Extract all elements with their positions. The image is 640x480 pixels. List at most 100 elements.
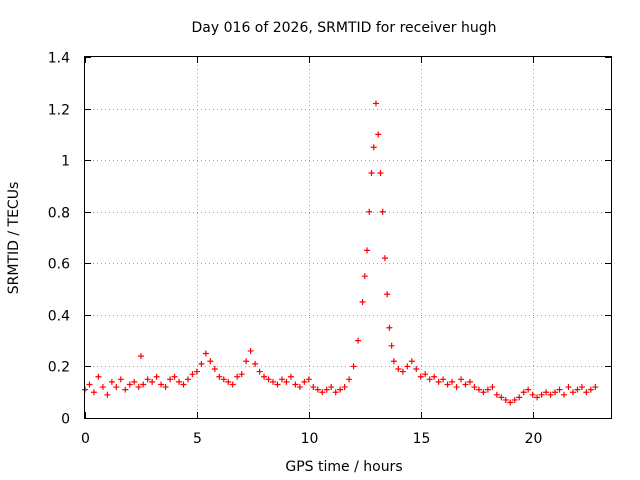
data-point xyxy=(587,386,594,393)
data-point xyxy=(176,378,183,385)
data-point xyxy=(529,391,536,398)
data-point xyxy=(404,363,411,370)
x-tick-label: 20 xyxy=(525,431,543,447)
data-point xyxy=(364,247,371,254)
data-point xyxy=(131,378,138,385)
data-point xyxy=(261,373,268,380)
data-point xyxy=(547,391,554,398)
data-point xyxy=(337,386,344,393)
y-tick-label: 0.4 xyxy=(48,309,70,325)
data-point xyxy=(167,376,174,383)
data-point xyxy=(502,396,509,403)
data-point xyxy=(319,389,326,396)
data-point xyxy=(198,360,205,367)
data-point xyxy=(220,376,227,383)
data-point xyxy=(583,389,590,396)
data-point xyxy=(395,366,402,373)
data-point xyxy=(332,389,339,396)
data-point xyxy=(225,378,232,385)
data-point xyxy=(283,378,290,385)
data-point xyxy=(117,376,124,383)
data-point xyxy=(108,378,115,385)
data-point xyxy=(471,384,478,391)
data-point xyxy=(305,376,312,383)
data-point xyxy=(462,381,469,388)
data-point xyxy=(149,378,156,385)
data-point xyxy=(137,353,144,360)
data-point xyxy=(193,368,200,375)
data-point xyxy=(538,391,545,398)
data-point xyxy=(189,371,196,378)
data-point xyxy=(449,378,456,385)
data-point xyxy=(368,170,375,177)
data-point xyxy=(234,373,241,380)
data-point xyxy=(135,384,142,391)
data-point xyxy=(552,389,559,396)
data-point xyxy=(534,394,541,401)
data-point xyxy=(370,144,377,151)
data-point xyxy=(390,358,397,365)
data-point xyxy=(361,273,368,280)
y-tick-label: 1 xyxy=(61,154,70,170)
data-point xyxy=(265,376,272,383)
data-point xyxy=(377,170,384,177)
data-point xyxy=(278,376,285,383)
data-point xyxy=(252,360,259,367)
axis-ticks xyxy=(85,57,611,419)
data-point xyxy=(379,208,386,215)
data-point xyxy=(498,394,505,401)
data-points xyxy=(82,100,599,406)
data-point xyxy=(113,384,120,391)
data-point xyxy=(216,373,223,380)
x-tick-label: 0 xyxy=(81,431,90,447)
data-point xyxy=(310,384,317,391)
y-tick-label: 1.2 xyxy=(48,103,70,119)
data-point xyxy=(238,371,245,378)
data-point xyxy=(270,378,277,385)
data-point xyxy=(574,386,581,393)
data-point xyxy=(274,381,281,388)
data-point xyxy=(211,366,218,373)
data-point xyxy=(556,386,563,393)
data-point xyxy=(489,384,496,391)
data-point xyxy=(458,376,465,383)
data-point xyxy=(413,366,420,373)
data-point xyxy=(480,389,487,396)
data-point xyxy=(99,384,106,391)
data-point xyxy=(243,358,250,365)
data-point xyxy=(543,389,550,396)
data-point xyxy=(386,324,393,331)
data-point xyxy=(229,381,236,388)
data-point xyxy=(140,381,147,388)
data-point xyxy=(381,255,388,262)
data-point xyxy=(162,384,169,391)
data-point xyxy=(431,373,438,380)
data-point xyxy=(328,384,335,391)
data-point xyxy=(104,391,111,398)
data-point xyxy=(301,378,308,385)
data-point xyxy=(256,368,263,375)
x-tick-labels: 0 5 10 15 20 xyxy=(81,431,542,447)
x-tick-label: 10 xyxy=(301,431,319,447)
data-point xyxy=(202,350,209,357)
data-point xyxy=(86,381,93,388)
data-point xyxy=(493,391,500,398)
data-point xyxy=(440,376,447,383)
data-point xyxy=(525,386,532,393)
data-point xyxy=(475,386,482,393)
data-point xyxy=(90,389,97,396)
data-point xyxy=(520,389,527,396)
x-axis-label: GPS time / hours xyxy=(285,459,402,475)
data-point xyxy=(314,386,321,393)
data-point xyxy=(565,384,572,391)
data-point xyxy=(388,342,395,349)
data-point xyxy=(399,368,406,375)
data-point xyxy=(426,376,433,383)
data-point xyxy=(435,378,442,385)
data-point xyxy=(247,347,254,354)
data-point xyxy=(466,378,473,385)
data-point xyxy=(287,373,294,380)
data-point xyxy=(122,386,129,393)
x-tick-label: 15 xyxy=(413,431,431,447)
